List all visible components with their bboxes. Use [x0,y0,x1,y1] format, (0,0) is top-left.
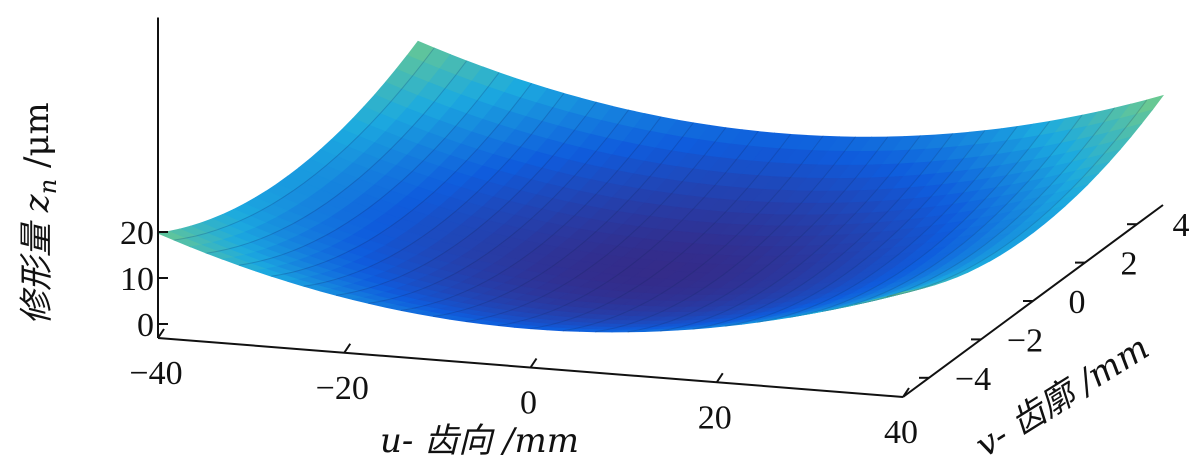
surface-mesh-line [821,114,1083,312]
x-tick-mark [157,328,165,339]
x-tick-label: 0 [520,385,537,422]
surface-mesh-line [757,126,1018,323]
surface-mesh-line [854,107,1115,305]
surface-mesh-line [692,133,953,330]
x-tick-label: 40 [884,414,918,451]
surface-mesh-line [336,101,597,296]
surface-mesh-line [724,130,986,327]
y-tick-label: −4 [955,361,991,398]
y-tick-label: 4 [1173,207,1190,244]
x-tick-label: −40 [129,355,182,392]
x-tick-mark [343,343,352,354]
x-tick-mark [529,357,538,369]
surface-mesh-line [465,127,727,323]
z-tick-label: 20 [120,215,154,252]
y-axis-label: v- 齿廓 /mm [969,328,1157,466]
x-tick-mark [902,387,910,398]
svg-text:修形量 zn /μm: 修形量 zn /μm [17,102,62,325]
surface-mesh-line [206,60,467,254]
surface-mesh-line [174,47,435,241]
z-tick-label: 0 [137,307,154,344]
x-tick-label: 20 [698,399,732,436]
z-axis-label-unit: /μm [17,102,57,179]
surface-patch [886,289,914,297]
surface-mesh-line [562,135,824,332]
surface-mesh-line [660,135,921,332]
surface-mesh-line [595,136,856,333]
x-axis-label: u- 齿向 /mm [380,421,579,461]
x-tick-mark [715,372,724,383]
z-axis-label: 修形量 z [17,193,57,325]
surface-mesh-line [271,83,532,277]
surface-mesh-line [627,136,889,333]
z-axis-label-subscript: n [34,179,62,194]
surface-mesh-line [238,72,500,266]
z-tick-label: 10 [120,261,154,298]
surface-mesh-line [303,93,565,287]
z-axis-label-group: 修形量 zn /μm [17,102,62,325]
x-tick-label: −20 [316,370,369,407]
surface-plot [156,40,1165,333]
surface-mesh-line [530,134,791,330]
y-tick-label: 0 [1069,284,1086,321]
surface-mesh-line [789,121,1050,318]
surface-mesh-line [886,99,1148,298]
surface-mesh-line [498,131,759,327]
surface-mesh-line [368,109,629,304]
y-tick-label: −2 [1007,322,1043,359]
y-tick-label: 2 [1121,246,1138,283]
surface-mesh-line [400,116,662,311]
surface-mesh-line [433,122,694,317]
